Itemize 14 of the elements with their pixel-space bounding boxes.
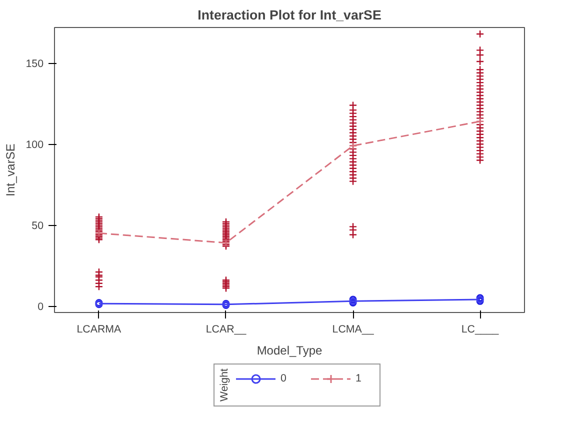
chart-title: Interaction Plot for Int_varSE xyxy=(198,8,382,22)
y-tick-label: 150 xyxy=(26,58,44,70)
x-tick-label: LCARMA xyxy=(76,324,122,336)
x-tick-label: LC____ xyxy=(461,324,500,336)
x-tick-label: LCMA__ xyxy=(332,324,375,336)
x-axis-title: Model_Type xyxy=(256,344,323,358)
x-tick-label: LCAR__ xyxy=(206,324,248,336)
y-tick-label: 100 xyxy=(26,139,44,152)
legend-title: Weight xyxy=(218,368,230,402)
legend-label: 1 xyxy=(356,372,362,385)
y-tick-label: 0 xyxy=(38,301,44,314)
legend-label: 0 xyxy=(280,372,288,385)
y-tick-label: 50 xyxy=(32,220,44,232)
y-axis-title: Int_varSE xyxy=(4,144,18,196)
